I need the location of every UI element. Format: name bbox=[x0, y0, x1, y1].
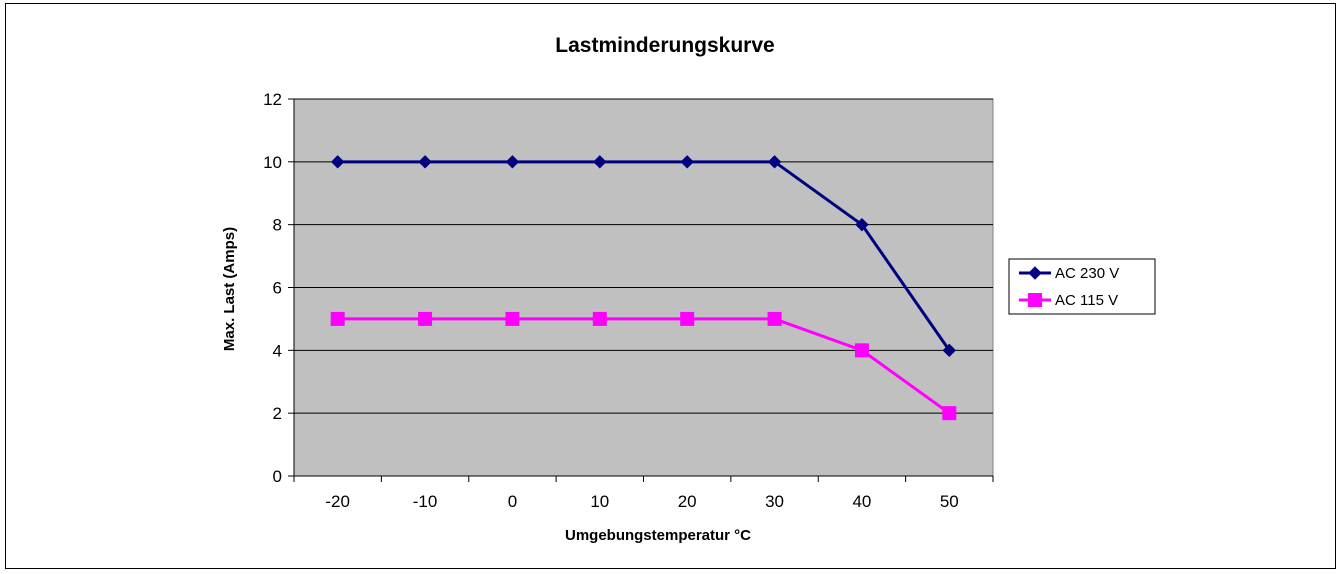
legend-marker bbox=[1028, 266, 1042, 280]
y-tick-label: 2 bbox=[273, 404, 282, 423]
x-tick-label: 10 bbox=[590, 492, 609, 511]
series-1 bbox=[330, 311, 957, 421]
data-point bbox=[330, 155, 345, 169]
data-point bbox=[942, 406, 957, 421]
axes: 0 2 4 6 8 10 12 -20 -10 0 10 20 30 40 50 bbox=[263, 90, 994, 511]
data-point bbox=[767, 311, 782, 326]
legend-item: AC 230 V bbox=[1019, 265, 1119, 282]
data-point bbox=[855, 217, 869, 232]
legend-item: AC 115 V bbox=[1019, 292, 1118, 309]
series-layer bbox=[330, 155, 957, 421]
y-tick-label: 0 bbox=[273, 467, 282, 486]
x-tick-label: 20 bbox=[678, 492, 697, 511]
series-line bbox=[337, 160, 951, 352]
series-0 bbox=[330, 155, 957, 358]
data-point bbox=[418, 155, 432, 169]
x-tick-label: 40 bbox=[852, 492, 871, 511]
legend-label: AC 115 V bbox=[1055, 292, 1118, 309]
y-tick-label: 8 bbox=[273, 216, 282, 235]
chart-title: Lastminderungskurve bbox=[555, 34, 774, 57]
data-point bbox=[505, 155, 520, 169]
data-point bbox=[680, 311, 695, 326]
y-tick-label: 6 bbox=[273, 279, 282, 298]
legend: AC 230 V AC 115 V bbox=[1008, 258, 1156, 315]
data-point bbox=[505, 311, 520, 326]
data-point bbox=[767, 155, 782, 169]
legend-marker bbox=[1028, 293, 1042, 307]
x-tick-label: 50 bbox=[940, 492, 959, 511]
y-tick-label: 4 bbox=[273, 341, 282, 360]
y-tick-label: 12 bbox=[263, 90, 282, 109]
x-tick-label: -10 bbox=[413, 492, 438, 511]
data-point bbox=[592, 311, 607, 326]
data-point bbox=[854, 343, 869, 358]
data-point bbox=[418, 311, 433, 326]
x-axis-title: Umgebungstemperatur °C bbox=[565, 527, 751, 544]
data-point bbox=[942, 343, 957, 358]
series-line bbox=[337, 317, 951, 415]
data-point bbox=[330, 311, 345, 326]
y-tick-label: 10 bbox=[263, 153, 282, 172]
data-point bbox=[680, 155, 694, 169]
x-tick-label: -20 bbox=[325, 492, 350, 511]
data-point bbox=[593, 155, 607, 169]
legend-label: AC 230 V bbox=[1055, 265, 1119, 282]
y-axis-title: Max. Last (Amps) bbox=[221, 227, 238, 351]
x-tick-label: 0 bbox=[508, 492, 517, 511]
x-tick-label: 30 bbox=[765, 492, 784, 511]
